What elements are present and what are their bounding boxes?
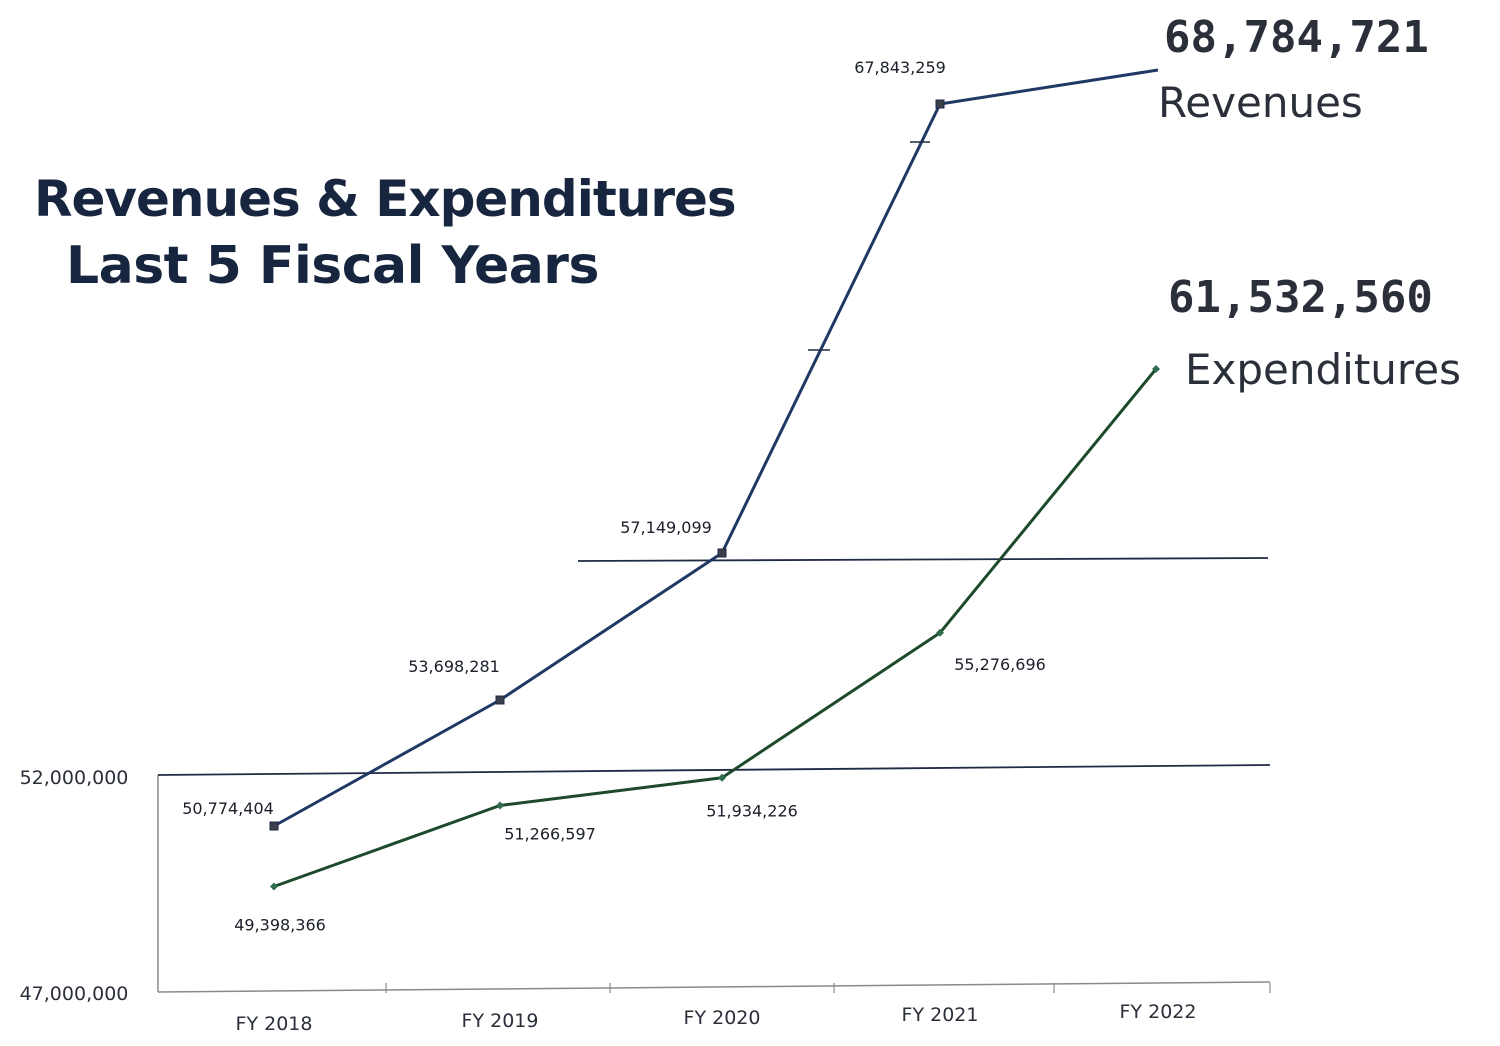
gridline-52m — [157, 764, 1271, 776]
revenues-point — [269, 821, 279, 831]
expenditures-data-label: 51,266,597 — [504, 825, 596, 844]
x-tick-label: FY 2018 — [236, 1013, 313, 1035]
y-tick-label: 47,000,000 — [20, 983, 129, 1005]
expenditures-point — [270, 882, 278, 891]
data-labels: 50,774,404 53,698,281 57,149,099 67,843,259… — [182, 58, 1046, 935]
x-axis-line — [157, 981, 1271, 993]
expenditures-data-label: 51,934,226 — [706, 802, 798, 821]
revenues-data-label: 50,774,404 — [182, 799, 274, 818]
chart-subtitle: Last 5 Fiscal Years — [66, 236, 599, 296]
expenditures-point — [1152, 364, 1160, 373]
x-tick-label: FY 2020 — [684, 1007, 761, 1029]
chart-axes: FY 2018 FY 2019 FY 2020 FY 2021 FY 2022 47,00… — [20, 767, 1271, 1035]
revenues-point — [495, 695, 505, 705]
revenues-point — [935, 99, 945, 109]
revenues-data-label: 53,698,281 — [408, 657, 500, 676]
revenues-data-label: 57,149,099 — [620, 518, 712, 537]
gridlines — [157, 557, 1271, 776]
revenues-final-value: 68,784,721 — [1164, 12, 1429, 63]
x-tick-label: FY 2019 — [462, 1010, 539, 1032]
revenues-point — [717, 548, 727, 558]
gridline-upper — [577, 557, 1269, 562]
x-tick-label: FY 2021 — [902, 1004, 979, 1026]
revenues-series-label: Revenues — [1158, 78, 1363, 127]
expenditures-series-label: Expenditures — [1185, 345, 1461, 394]
expenditures-data-label: 49,398,366 — [234, 916, 326, 935]
y-tick-label: 52,000,000 — [20, 767, 129, 789]
series-layer — [269, 68, 1160, 891]
expenditures-final-value: 61,532,560 — [1168, 272, 1433, 323]
expenditures-point — [936, 628, 944, 637]
expenditures-point — [718, 773, 726, 782]
chart-title: Revenues & Expenditures — [34, 170, 737, 228]
x-tick-label: FY 2022 — [1120, 1001, 1197, 1023]
revenues-line — [273, 68, 1159, 828]
expenditures-point — [496, 801, 504, 810]
revenues-data-label: 67,843,259 — [854, 58, 946, 77]
expenditures-data-label: 55,276,696 — [954, 655, 1046, 674]
